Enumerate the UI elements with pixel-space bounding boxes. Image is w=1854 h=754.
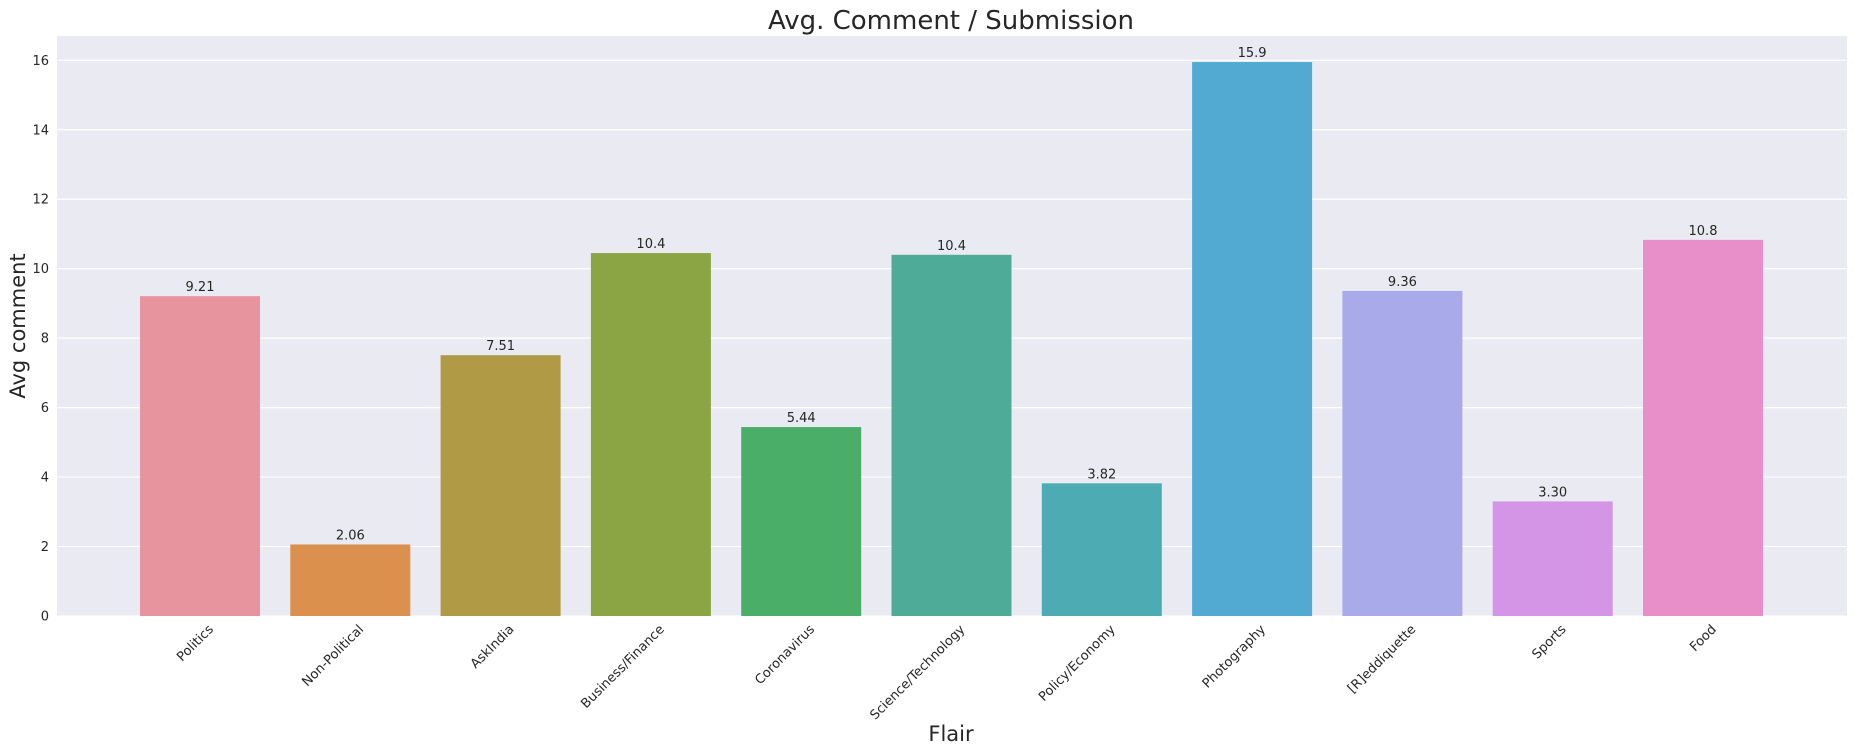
bar-value-label: 9.21 [186, 280, 215, 295]
bar-value-label: 9.36 [1388, 275, 1417, 290]
bar [1492, 501, 1613, 616]
x-tick-label: Politics [174, 622, 217, 665]
bar-value-label: 15.9 [1238, 46, 1267, 61]
x-tick-label: Non-Political [300, 622, 368, 690]
bar-value-label: 10.4 [636, 237, 665, 252]
chart-title: Avg. Comment / Submission [768, 6, 1134, 36]
y-tick-label: 16 [32, 54, 49, 69]
bar-value-label: 3.82 [1087, 467, 1116, 482]
bar [440, 355, 561, 616]
x-axis-label: Flair [928, 722, 974, 746]
y-tick-label: 14 [32, 123, 49, 138]
y-axis-ticks: 0 2 4 6 8 10 12 14 16 [32, 54, 49, 625]
x-tick-label: [R]eddiquette [1345, 622, 1419, 696]
x-tick-label: Food [1687, 622, 1720, 655]
bar [140, 296, 260, 616]
bar-value-label: 10.8 [1689, 224, 1718, 239]
x-tick-label: Sports [1529, 622, 1569, 662]
bar [1643, 239, 1763, 616]
x-tick-label: Coronavirus [752, 622, 818, 688]
bar-value-label: 7.51 [486, 339, 515, 354]
bar-value-label: 3.30 [1538, 485, 1567, 500]
y-tick-label: 4 [41, 471, 49, 486]
y-tick-label: 6 [41, 401, 49, 416]
x-tick-label: Photography [1200, 622, 1269, 691]
bar-value-label: 2.06 [336, 528, 365, 543]
bar-value-label: 10.4 [937, 239, 966, 254]
y-tick-label: 12 [32, 193, 49, 208]
x-tick-label: AskIndia [468, 622, 518, 672]
x-tick-label: Policy/Economy [1036, 622, 1119, 705]
y-tick-label: 2 [41, 540, 49, 555]
bar-value-label: 5.44 [787, 411, 816, 426]
bar [590, 253, 711, 617]
bars [140, 62, 1763, 617]
bar [290, 544, 411, 616]
bar [1041, 483, 1162, 616]
bar [741, 427, 862, 616]
y-tick-label: 10 [32, 262, 49, 277]
y-tick-label: 0 [41, 610, 49, 625]
x-axis-ticks: Politics Non-Political AskIndia Business/Fi… [174, 622, 1720, 723]
bar [1192, 62, 1313, 616]
data-labels: 9.21 2.06 7.51 10.4 5.44 10.4 3.82 15.9 9.36 3.30… [186, 46, 1718, 543]
y-tick-label: 8 [41, 332, 49, 347]
x-tick-label: Science/Technology [867, 622, 968, 723]
bar [891, 254, 1012, 616]
y-axis-label: Avg comment [6, 253, 30, 398]
bar [1342, 290, 1463, 616]
x-tick-label: Business/Finance [578, 622, 667, 711]
